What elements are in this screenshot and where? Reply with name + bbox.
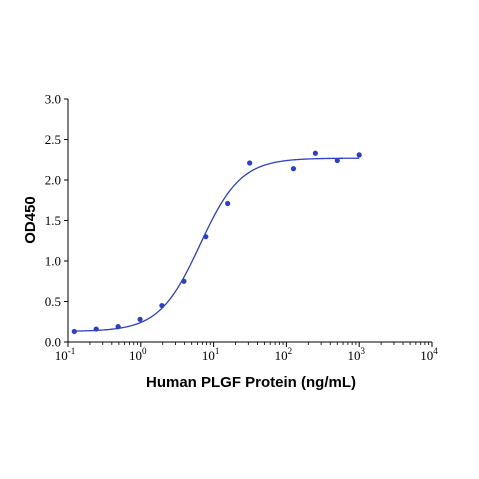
data-point	[159, 302, 165, 309]
y-tick-label: 2.0	[45, 173, 61, 188]
data-points	[71, 150, 362, 335]
data-point	[93, 326, 99, 332]
y-tick-label: 2.5	[45, 132, 61, 147]
data-point	[312, 150, 318, 156]
y-tick-label: 0.5	[45, 294, 61, 309]
data-point	[203, 234, 209, 240]
y-axis-title: OD450	[22, 196, 39, 244]
y-tick-label: 1.0	[45, 254, 61, 269]
data-point	[137, 316, 143, 322]
x-tick-label: 102	[275, 346, 293, 363]
data-point	[334, 157, 340, 164]
axes	[64, 98, 433, 347]
y-tick-label: 3.0	[45, 92, 61, 107]
y-tick-label: 0.0	[45, 335, 61, 350]
x-tick-label: 101	[202, 346, 220, 363]
fit-curve	[74, 157, 360, 332]
data-point	[247, 160, 253, 166]
y-tick-label: 1.5	[45, 213, 61, 228]
tick-labels: 0.0 0.5 1.0 1.5 2.0 2.5 3.0 10-1 100 101 102 103 104	[45, 92, 439, 364]
data-point	[181, 278, 187, 284]
data-point	[71, 328, 77, 335]
data-point	[115, 324, 121, 330]
x-tick-label: 10-1	[55, 346, 76, 363]
x-tick-label: 103	[347, 346, 365, 363]
x-tick-label: 100	[129, 346, 147, 363]
x-tick-label: 104	[420, 346, 438, 363]
data-point	[356, 152, 362, 158]
data-point	[290, 166, 297, 172]
x-axis-title: Human PLGF Protein (ng/mL)	[146, 374, 356, 391]
data-point	[225, 200, 231, 207]
